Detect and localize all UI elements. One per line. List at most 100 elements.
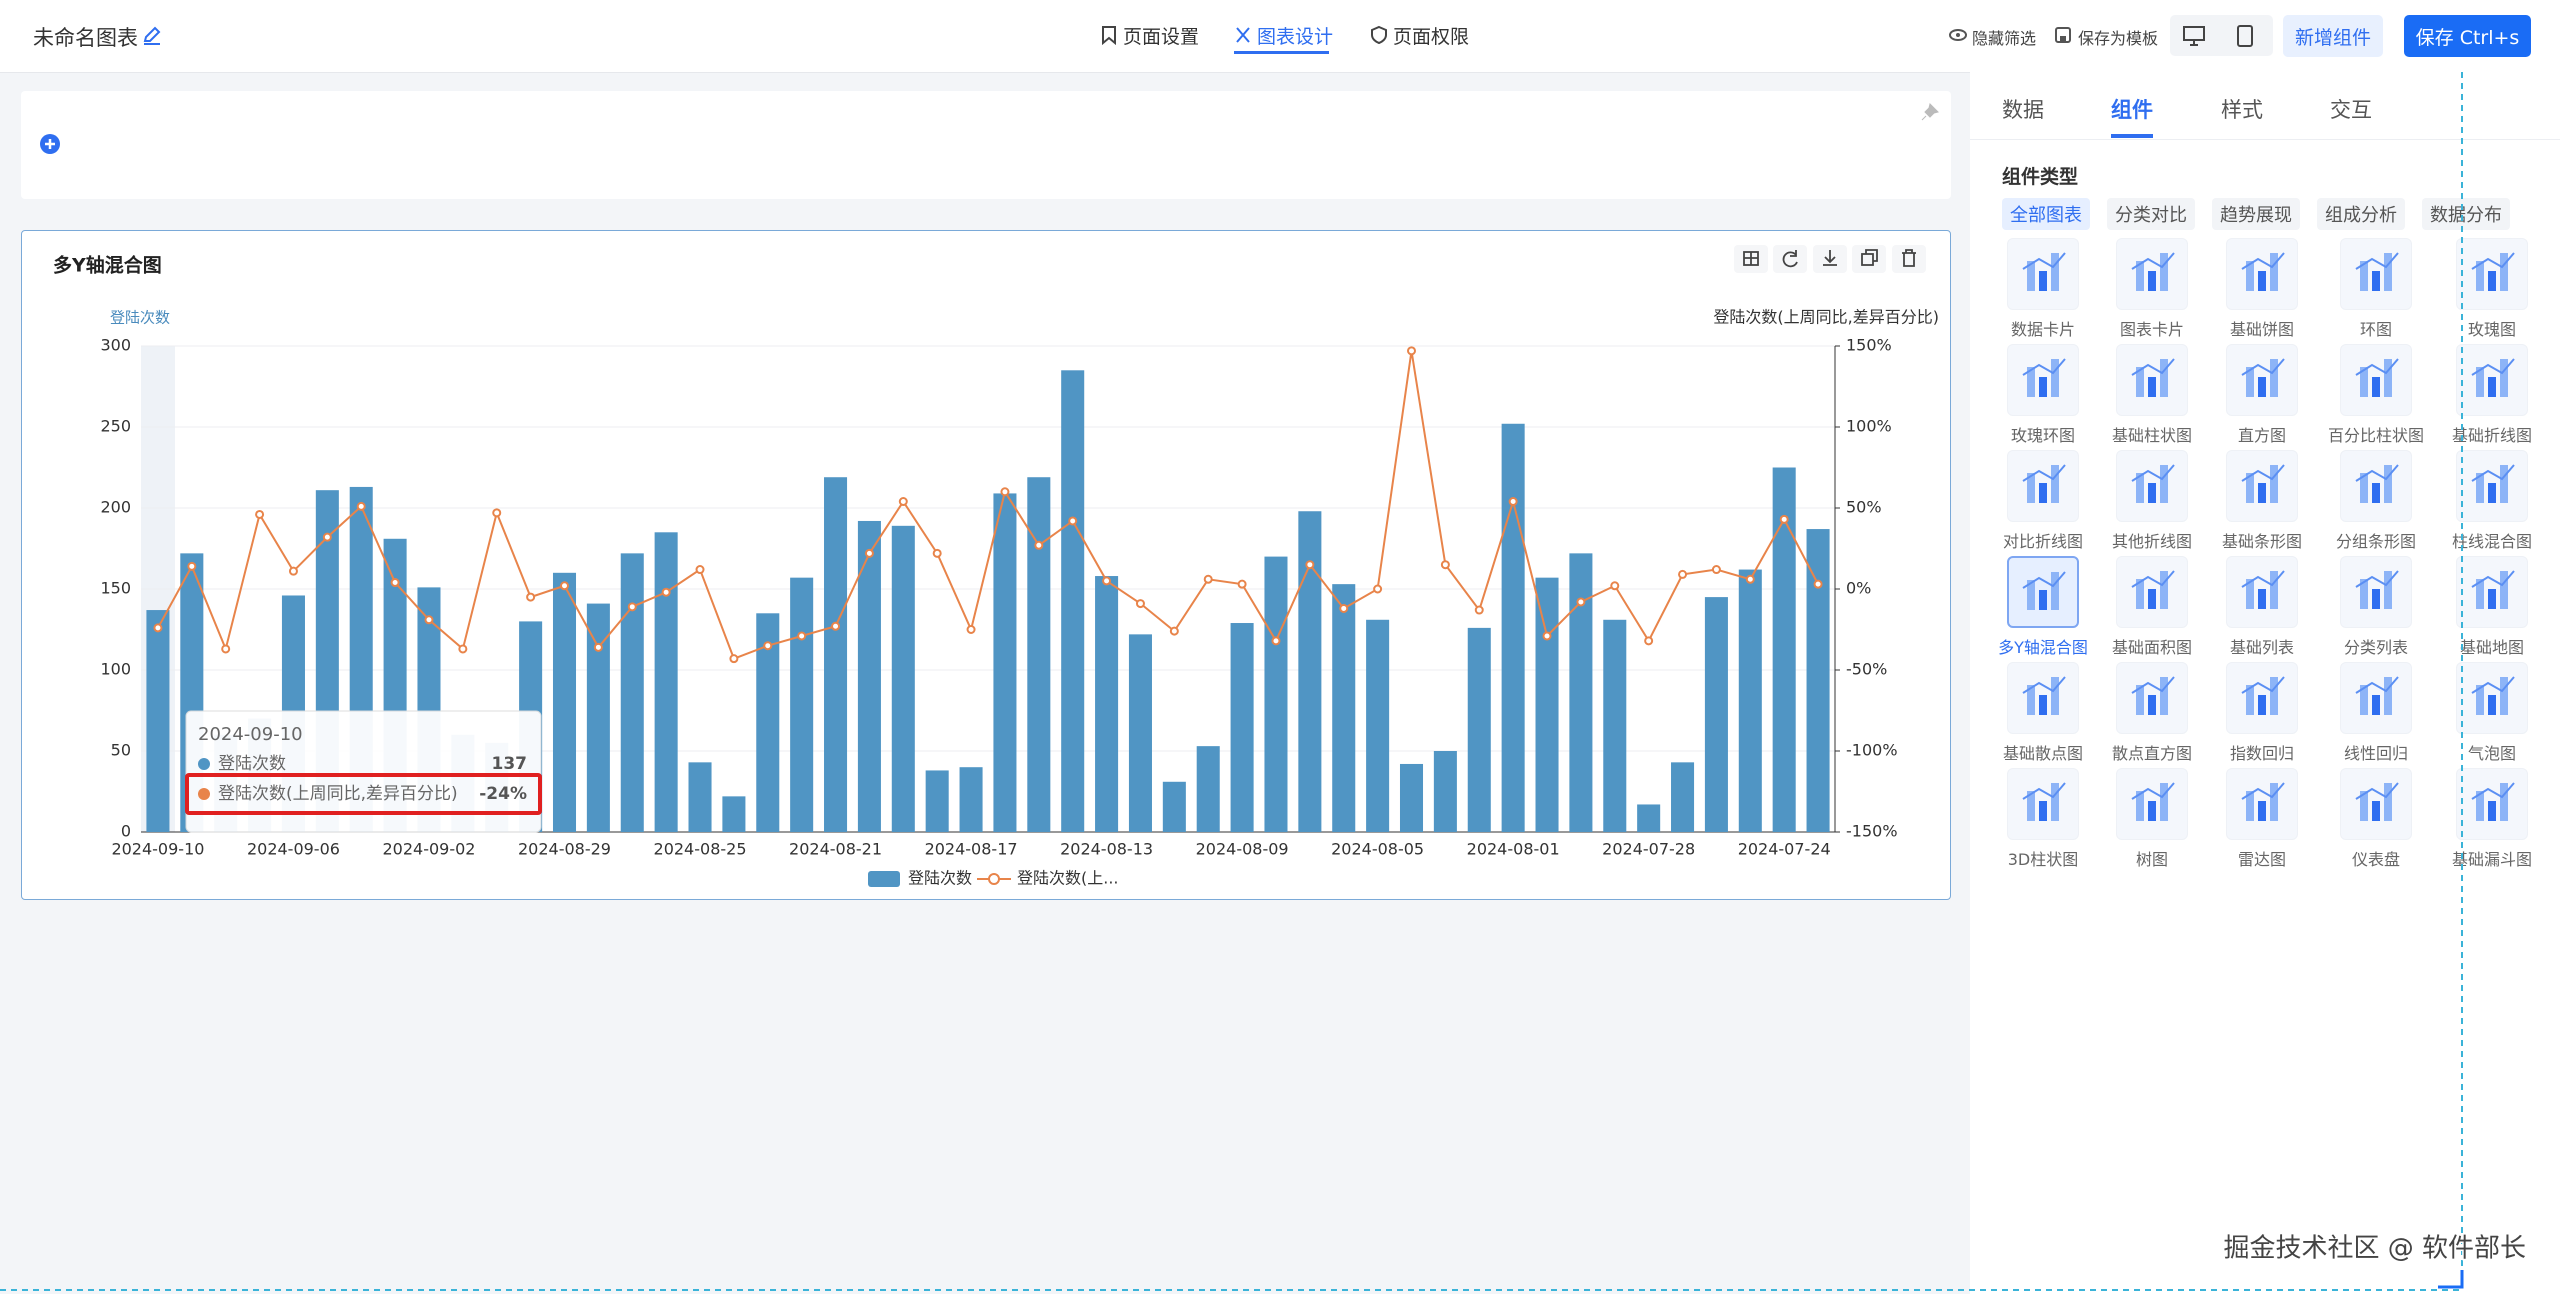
bar	[1467, 627, 1491, 832]
component-item[interactable]: 柱线混合图	[2437, 450, 2547, 552]
bar	[993, 493, 1017, 832]
y2-tick-label: 0%	[1846, 579, 1871, 598]
icon-bar	[2027, 685, 2035, 715]
component-item[interactable]: 基础面积图	[2097, 556, 2207, 658]
icon-line	[2355, 464, 2399, 482]
tab-icon	[1236, 27, 1250, 43]
desktop-icon[interactable]	[2182, 25, 2208, 47]
component-item[interactable]: 对比折线图	[1988, 450, 2098, 552]
component-label: 对比折线图	[2002, 532, 2083, 551]
component-item[interactable]: 百分比柱状图	[2321, 344, 2431, 446]
bar	[1738, 569, 1762, 832]
line-point	[1169, 626, 1179, 636]
bar	[1671, 762, 1695, 832]
pin-icon[interactable]	[1921, 103, 1939, 121]
mobile-icon[interactable]	[2234, 24, 2256, 48]
icon-line	[2131, 252, 2175, 270]
y-tick-label: 200	[100, 498, 131, 517]
icon-bar	[2246, 473, 2254, 503]
component-item[interactable]: 基础散点图	[1988, 662, 2098, 764]
bar	[1162, 781, 1186, 832]
component-label: 数据卡片	[2010, 320, 2075, 339]
save-button[interactable]: 保存 Ctrl+s	[2404, 15, 2531, 57]
line-point	[831, 621, 841, 631]
component-item[interactable]: 玫瑰环图	[1988, 344, 2098, 446]
filter-chip[interactable]: 全部图表	[2002, 198, 2090, 230]
side-tab[interactable]: 组件	[2111, 98, 2153, 122]
action[interactable]: 隐藏筛选	[1972, 29, 2037, 48]
tab-active[interactable]: 图表设计	[1257, 26, 1334, 48]
action[interactable]: 保存为模板	[2078, 29, 2159, 48]
icon-bar	[2160, 783, 2168, 821]
component-item[interactable]: 基础饼图	[2207, 238, 2317, 340]
top-bar: 未命名图表 页面设置 图表设计 页面权限 隐藏筛选 保存为模板 新增组件 保存 …	[0, 0, 2560, 73]
component-item[interactable]: 基础列表	[2207, 556, 2317, 658]
component-item[interactable]: 散点直方图	[2097, 662, 2207, 764]
side-tab[interactable]: 样式	[2221, 98, 2263, 122]
x-tick-label: 2024-07-24	[1738, 840, 1831, 859]
icon-bar	[2360, 791, 2368, 821]
icon-bar	[2148, 589, 2156, 609]
bar	[1264, 556, 1288, 832]
icon-bar	[2039, 590, 2047, 610]
component-item[interactable]: 环图	[2321, 238, 2431, 340]
icon-bar	[2160, 465, 2168, 503]
component-item[interactable]: 图表卡片	[2097, 238, 2207, 340]
icon-bar	[2136, 685, 2144, 715]
component-item[interactable]: 基础柱状图	[2097, 344, 2207, 446]
component-item[interactable]: 数据卡片	[1988, 238, 2098, 340]
add-button[interactable]: 新增组件	[2283, 15, 2383, 57]
icon-bar	[2160, 677, 2168, 715]
tab[interactable]: 页面设置	[1123, 26, 1200, 48]
icon-bar	[2384, 465, 2392, 503]
component-item[interactable]: 基础漏斗图	[2437, 768, 2547, 870]
icon-art	[2241, 676, 2285, 715]
x-tick-label: 2024-08-01	[1467, 840, 1560, 859]
add-filter-icon[interactable]	[39, 133, 61, 155]
line-point	[1474, 605, 1484, 615]
toolbar-button[interactable]	[1773, 245, 1807, 273]
icon-bar	[2488, 483, 2496, 503]
line-point	[1102, 576, 1112, 586]
component-item[interactable]: 基础折线图	[2437, 344, 2547, 446]
component-item[interactable]: 线性回归	[2321, 662, 2431, 764]
side-tab[interactable]: 数据	[2002, 98, 2044, 122]
component-label: 基础柱状图	[2111, 426, 2192, 445]
icon-art	[2131, 252, 2175, 291]
icon-bar	[2372, 377, 2380, 397]
side-tab[interactable]: 交互	[2330, 98, 2372, 122]
filter-chip[interactable]: 数据分布	[2422, 198, 2510, 230]
filter-chip[interactable]: 分类对比	[2107, 198, 2195, 230]
icon-bar	[2246, 791, 2254, 821]
component-item[interactable]: 其他折线图	[2097, 450, 2207, 552]
component-item[interactable]: 多Y轴混合图	[1988, 556, 2098, 658]
toolbar-button[interactable]	[1892, 245, 1926, 273]
icon-art	[2355, 570, 2399, 609]
icon-line	[2241, 464, 2285, 482]
component-item[interactable]: 树图	[2097, 768, 2207, 870]
filter-chip[interactable]: 组成分析	[2317, 198, 2405, 230]
component-item[interactable]: 基础条形图	[2207, 450, 2317, 552]
icon-line	[2355, 570, 2399, 588]
component-item[interactable]: 雷达图	[2207, 768, 2317, 870]
bar	[1298, 511, 1322, 832]
tab[interactable]: 页面权限	[1393, 26, 1470, 48]
component-item[interactable]: 仪表盘	[2321, 768, 2431, 870]
icon-art	[2022, 252, 2066, 291]
icon-bar	[2476, 791, 2484, 821]
component-item[interactable]: 直方图	[2207, 344, 2317, 446]
component-item[interactable]: 分组条形图	[2321, 450, 2431, 552]
card-toolbar	[1734, 245, 1926, 273]
icon-bar	[2384, 253, 2392, 291]
component-item[interactable]: 气泡图	[2437, 662, 2547, 764]
component-item[interactable]: 基础地图	[2437, 556, 2547, 658]
filter-chip[interactable]: 趋势展现	[2212, 198, 2300, 230]
icon-art	[2131, 676, 2175, 715]
y-tick-label: 300	[100, 336, 131, 355]
component-item[interactable]: 3D柱状图	[1988, 768, 2098, 870]
component-item[interactable]: 指数回归	[2207, 662, 2317, 764]
bar	[1095, 576, 1119, 832]
component-item[interactable]: 分类列表	[2321, 556, 2431, 658]
component-item[interactable]: 玫瑰图	[2437, 238, 2547, 340]
edit-icon[interactable]	[142, 25, 162, 45]
